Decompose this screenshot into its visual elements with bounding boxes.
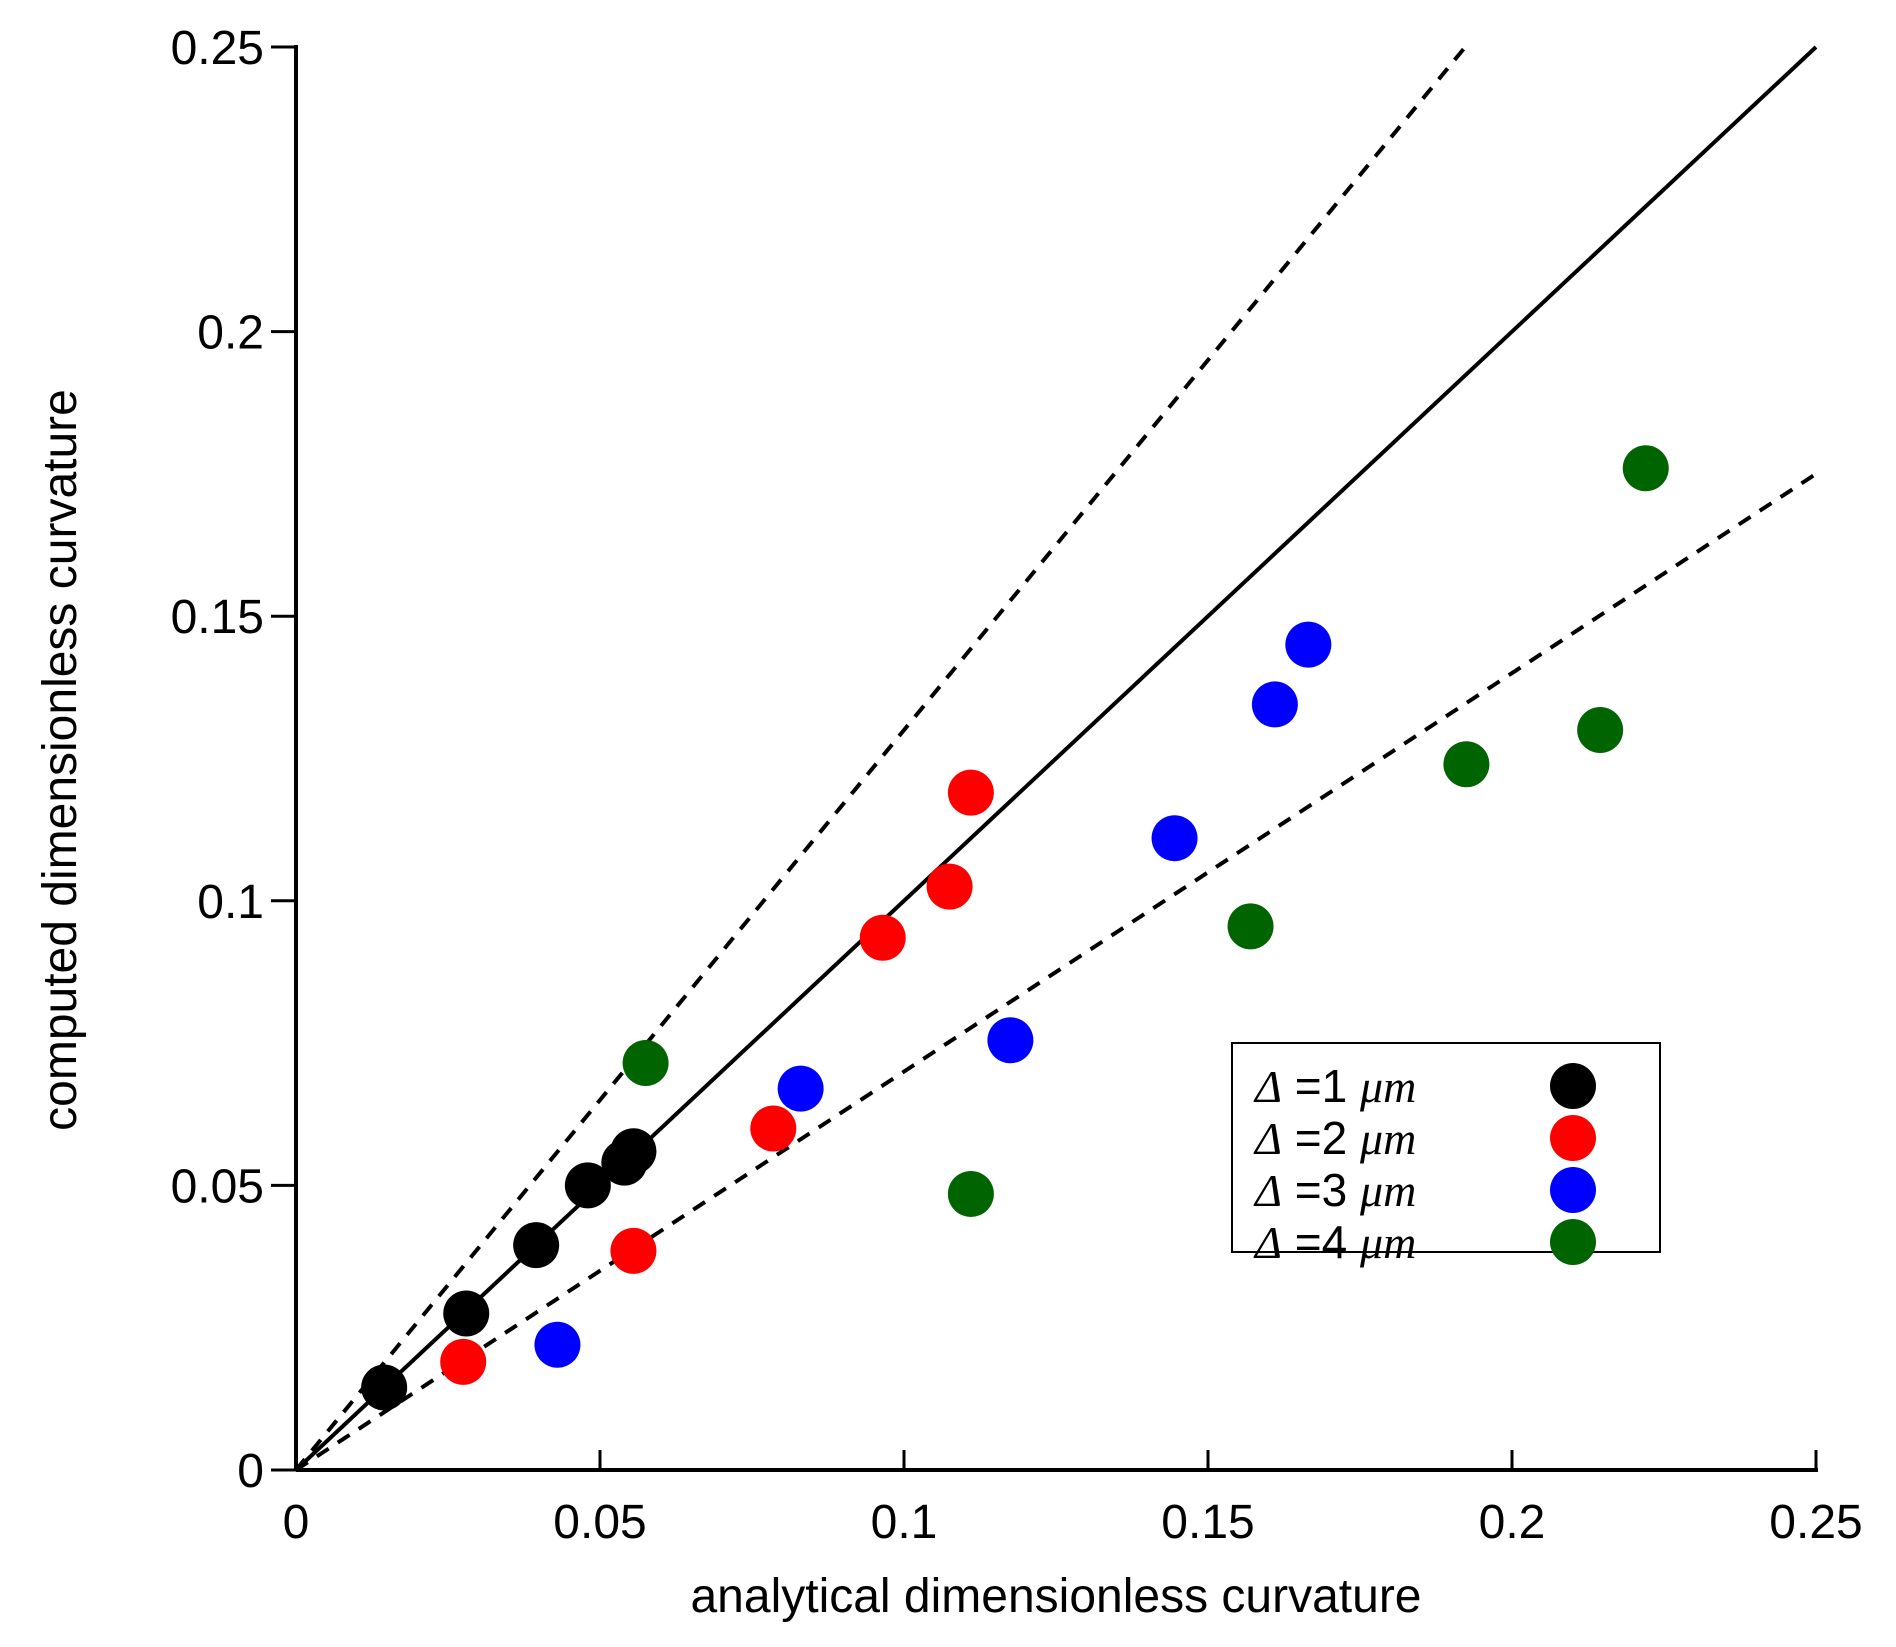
legend-marker [1550, 1063, 1596, 1109]
data-point-series-1 [610, 1128, 657, 1175]
data-point-series-4 [1227, 903, 1274, 950]
data-point-series-1 [361, 1364, 408, 1411]
data-point-series-2 [947, 769, 994, 816]
data-point-series-4 [622, 1040, 669, 1087]
data-point-series-2 [750, 1105, 797, 1152]
data-point-series-4 [947, 1170, 994, 1217]
y-tick-label: 0.2 [197, 307, 264, 360]
x-axis-ticks: 0 0.05 0.1 0.15 0.2 0.25 [283, 1450, 1863, 1549]
y-tick-label: 0.15 [171, 591, 264, 644]
data-point-series-1 [443, 1290, 490, 1337]
data-point-series-2 [926, 863, 973, 910]
y-axis-title: computed dimensionless curvature [34, 389, 87, 1131]
data-point-series-4 [1443, 741, 1490, 788]
x-tick-label: 0 [283, 1496, 310, 1549]
y-tick-label: 0.05 [171, 1160, 264, 1213]
legend: Δ =1 μmΔ =2 μmΔ =3 μmΔ =4 μm [1231, 1042, 1661, 1268]
data-point-series-1 [513, 1222, 560, 1269]
x-axis-title: analytical dimensionless curvature [690, 1570, 1421, 1623]
data-point-series-3 [1251, 681, 1298, 728]
reference-line-3 [294, 472, 1818, 1472]
y-tick-label: 0.1 [197, 876, 264, 929]
data-point-series-3 [1285, 621, 1332, 668]
x-tick-label: 0.15 [1161, 1496, 1254, 1549]
legend-label: Δ =4 μm [1253, 1216, 1416, 1268]
x-tick-label: 0.2 [1479, 1496, 1546, 1549]
reference-line-2 [294, 45, 1467, 1472]
legend-label: Δ =1 μm [1253, 1060, 1416, 1112]
data-point-series-3 [534, 1321, 581, 1368]
y-tick-label: 0 [237, 1445, 264, 1498]
legend-marker [1550, 1115, 1596, 1161]
axes [294, 45, 1818, 1472]
data-point-series-3 [1151, 815, 1198, 862]
data-point-series-2 [610, 1227, 657, 1274]
data-point-series-3 [777, 1065, 824, 1112]
data-point-series-1 [564, 1162, 611, 1209]
legend-marker [1550, 1219, 1596, 1265]
x-tick-label: 0.05 [553, 1496, 646, 1549]
data-point-series-2 [440, 1338, 487, 1385]
legend-marker [1550, 1167, 1596, 1213]
data-point-series-4 [1577, 707, 1624, 754]
legend-label: Δ =2 μm [1253, 1112, 1416, 1164]
legend-label: Δ =3 μm [1253, 1164, 1416, 1216]
data-point-series-2 [859, 914, 906, 961]
y-tick-label: 0.25 [171, 22, 264, 75]
data-point-series-3 [987, 1017, 1034, 1064]
y-axis-ticks: 0 0.05 0.1 0.15 0.2 0.25 [171, 22, 296, 1498]
data-point-series-4 [1622, 445, 1669, 492]
data-points [361, 445, 1669, 1411]
x-tick-label: 0.1 [871, 1496, 938, 1549]
x-tick-label: 0.25 [1769, 1496, 1862, 1549]
